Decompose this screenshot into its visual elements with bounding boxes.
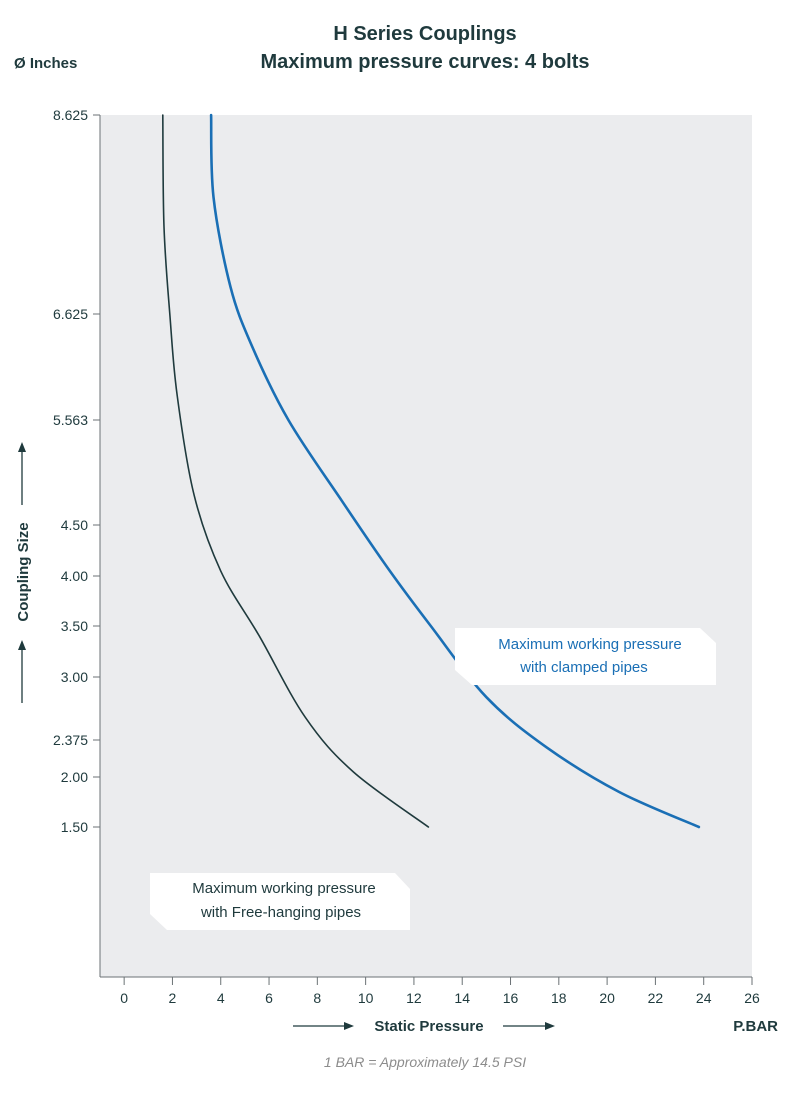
x-tick-label: 12 xyxy=(406,990,422,1006)
label-free-line1: Maximum working pressure xyxy=(192,880,375,897)
x-tick-label: 2 xyxy=(169,990,177,1006)
y-axis-label: Coupling Size xyxy=(15,522,32,621)
y-ticks: 8.625 6.625 5.563 4.50 4.00 3.50 3.00 2.375 2.00… xyxy=(53,107,100,835)
y-tick-label: 3.50 xyxy=(61,618,88,634)
label-free-box xyxy=(150,873,410,930)
x-tick-label: 18 xyxy=(551,990,567,1006)
x-tick-label: 4 xyxy=(217,990,225,1006)
arrow-right-icon xyxy=(344,1022,354,1030)
arrow-up-icon xyxy=(18,442,26,452)
label-clamped-line1: Maximum working pressure xyxy=(498,636,681,653)
footnote: 1 BAR = Approximately 14.5 PSI xyxy=(324,1054,526,1070)
label-free-line2: with Free-hanging pipes xyxy=(200,904,361,921)
y-tick-label: 6.625 xyxy=(53,306,88,322)
y-tick-label: 5.563 xyxy=(53,412,88,428)
series-line-clamped xyxy=(209,113,701,829)
y-axis-arrows xyxy=(18,442,26,703)
x-axis-arrows xyxy=(293,1022,555,1030)
y-tick-label: 2.375 xyxy=(53,732,88,748)
x-unit-label: P.BAR xyxy=(733,1018,778,1035)
x-tick-label: 26 xyxy=(744,990,760,1006)
x-tick-label: 6 xyxy=(265,990,273,1006)
y-tick-label: 4.00 xyxy=(61,568,88,584)
y-tick-label: 4.50 xyxy=(61,517,88,533)
plot-area xyxy=(100,115,752,977)
arrow-right-icon xyxy=(545,1022,555,1030)
x-tick-label: 24 xyxy=(696,990,712,1006)
x-tick-label: 22 xyxy=(648,990,664,1006)
chart-subtitle: Maximum pressure curves: 4 bolts xyxy=(260,51,589,73)
x-tick-label: 8 xyxy=(313,990,321,1006)
x-ticks: 0 2 4 6 8 10 12 14 16 18 20 22 24 26 xyxy=(120,977,760,1006)
series-line-free-hanging xyxy=(162,114,430,828)
series-lines xyxy=(162,113,701,829)
x-tick-label: 16 xyxy=(503,990,519,1006)
y-unit-label: Ø Inches xyxy=(14,55,77,72)
label-clamped: Maximum working pressure with clamped pi… xyxy=(455,628,716,685)
y-tick-label: 8.625 xyxy=(53,107,88,123)
x-tick-label: 14 xyxy=(454,990,470,1006)
x-tick-label: 10 xyxy=(358,990,374,1006)
y-tick-label: 1.50 xyxy=(61,819,88,835)
x-tick-label: 0 xyxy=(120,990,128,1006)
label-clamped-line2: with clamped pipes xyxy=(519,659,648,676)
chart-title: H Series Couplings xyxy=(333,23,516,45)
x-tick-label: 20 xyxy=(599,990,615,1006)
label-clamped-box xyxy=(455,628,716,685)
x-axis-label: Static Pressure xyxy=(374,1018,483,1035)
arrow-up-icon xyxy=(18,640,26,650)
label-free-hanging: Maximum working pressure with Free-hangi… xyxy=(150,873,410,930)
y-tick-label: 3.00 xyxy=(61,669,88,685)
y-tick-label: 2.00 xyxy=(61,769,88,785)
